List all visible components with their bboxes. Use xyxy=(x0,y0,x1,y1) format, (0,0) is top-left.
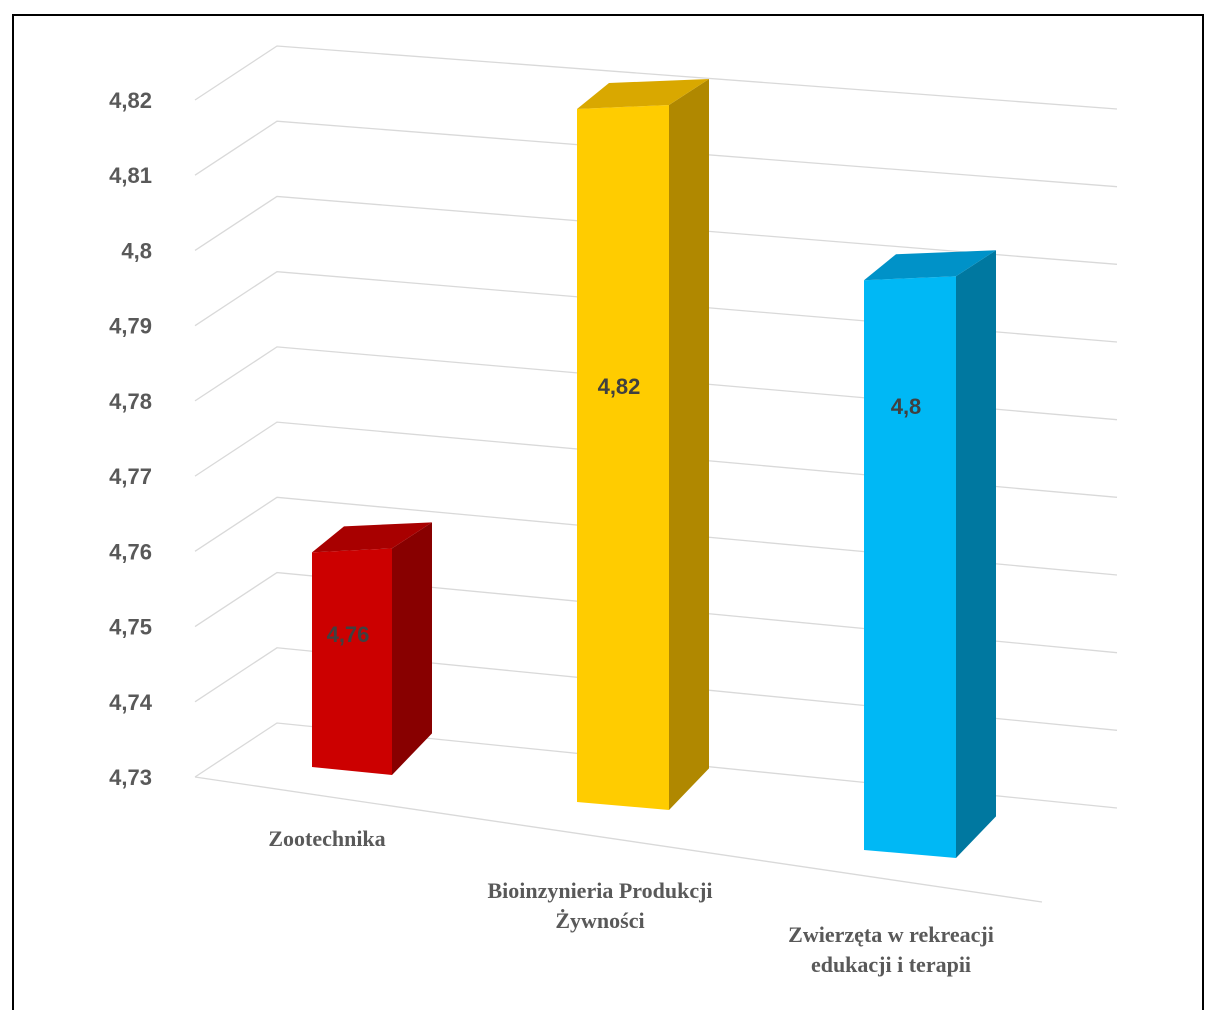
bar-side xyxy=(392,522,432,775)
gridline xyxy=(194,496,1118,576)
gridline xyxy=(194,346,1118,421)
y-tick-label: 4,77 xyxy=(109,464,152,489)
y-tick-label: 4,8 xyxy=(121,238,152,263)
gridline xyxy=(194,120,1118,188)
gridline xyxy=(194,271,1118,343)
y-axis-tick-labels: 4,73 4,74 4,75 4,76 4,77 4,78 4,79 4,8 4,81 4,82 xyxy=(109,88,153,790)
gridline xyxy=(194,195,1118,265)
y-tick-label: 4,82 xyxy=(109,88,152,113)
x-category-label: edukacji i terapii xyxy=(811,952,971,977)
x-category-label: Żywności xyxy=(555,908,644,933)
bar-top xyxy=(312,522,432,553)
y-tick-label: 4,81 xyxy=(109,163,152,188)
bar-front xyxy=(577,105,669,810)
y-tick-label: 4,79 xyxy=(109,314,152,339)
gridline xyxy=(194,45,1118,110)
x-axis-category-labels: Zootechnika Bioinzynieria Produkcji Żywnoś… xyxy=(268,826,994,977)
floor-line xyxy=(194,776,1043,903)
bar-side xyxy=(669,79,709,810)
bar-front xyxy=(312,548,392,775)
bars: 4,76 4,82 4,8 xyxy=(312,79,996,858)
data-label: 4,8 xyxy=(891,394,922,419)
y-tick-label: 4,75 xyxy=(109,615,152,640)
gridlines xyxy=(194,45,1118,903)
data-label: 4,76 xyxy=(327,622,370,647)
gridline xyxy=(194,421,1118,498)
gridline xyxy=(194,571,1118,654)
gridline xyxy=(194,722,1118,809)
bar-top xyxy=(864,250,996,281)
data-label: 4,82 xyxy=(598,374,641,399)
y-tick-label: 4,73 xyxy=(109,765,152,790)
gridline xyxy=(194,647,1118,731)
x-category-label: Bioinzynieria Produkcji xyxy=(487,878,712,903)
bar-front xyxy=(864,276,956,858)
bar-chart-3d: 4,734,744,754,764,774,784,794,84,814,82 … xyxy=(109,45,1118,977)
x-category-label: Zwierzęta w rekreacji xyxy=(788,922,994,947)
x-category-label: Zootechnika xyxy=(268,826,385,851)
bar-side xyxy=(956,250,996,858)
y-tick-label: 4,78 xyxy=(109,389,152,414)
y-tick-label: 4,76 xyxy=(109,539,152,564)
bar-top xyxy=(577,79,709,109)
y-tick-label: 4,74 xyxy=(109,690,153,715)
chart-frame: 4,73 4,74 4,75 4,76 4,77 4,78 4,79 4,8 4,81 4,82 … xyxy=(12,14,1204,1010)
